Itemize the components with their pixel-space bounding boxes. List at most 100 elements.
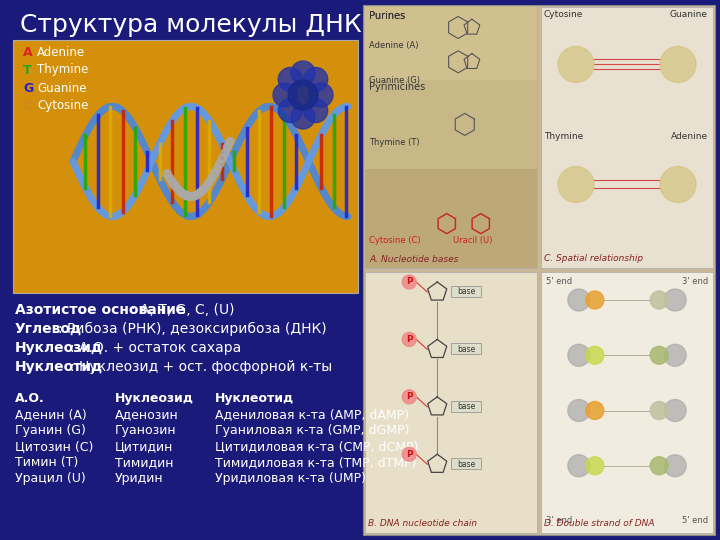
Circle shape bbox=[163, 170, 171, 178]
Text: P: P bbox=[406, 278, 413, 287]
Text: A: A bbox=[23, 45, 32, 58]
Text: Thymine: Thymine bbox=[37, 64, 89, 77]
Text: Азотистое основание: Азотистое основание bbox=[15, 303, 185, 317]
Circle shape bbox=[166, 174, 174, 182]
Circle shape bbox=[210, 170, 218, 178]
Text: Adenine: Adenine bbox=[671, 132, 708, 141]
Circle shape bbox=[660, 166, 696, 202]
Bar bbox=[451, 343, 481, 354]
Circle shape bbox=[184, 192, 192, 200]
Circle shape bbox=[558, 46, 594, 83]
Circle shape bbox=[218, 154, 226, 163]
Text: C: C bbox=[23, 99, 32, 112]
Text: Cytosine (C): Cytosine (C) bbox=[369, 235, 420, 245]
Text: Purines: Purines bbox=[369, 11, 405, 21]
Bar bbox=[451, 458, 481, 469]
Circle shape bbox=[568, 455, 590, 477]
Circle shape bbox=[402, 447, 416, 461]
Bar bbox=[13, 40, 358, 293]
Circle shape bbox=[216, 160, 224, 168]
Text: Тимидин: Тимидин bbox=[115, 456, 174, 469]
Circle shape bbox=[197, 188, 205, 195]
Circle shape bbox=[171, 182, 179, 190]
Circle shape bbox=[208, 174, 216, 182]
Circle shape bbox=[660, 46, 696, 83]
Circle shape bbox=[288, 80, 318, 110]
Text: base: base bbox=[457, 287, 475, 296]
Circle shape bbox=[664, 345, 686, 366]
Text: P: P bbox=[406, 335, 413, 344]
Text: Структура молекулы ДНК: Структура молекулы ДНК bbox=[20, 13, 361, 37]
Circle shape bbox=[558, 166, 594, 202]
Text: Цитидин: Цитидин bbox=[115, 440, 174, 453]
Text: Уридиловая к-та (UMP): Уридиловая к-та (UMP) bbox=[215, 472, 366, 485]
Circle shape bbox=[664, 400, 686, 422]
Text: Guanine: Guanine bbox=[670, 10, 708, 19]
Circle shape bbox=[650, 346, 668, 364]
Circle shape bbox=[664, 289, 686, 311]
Circle shape bbox=[278, 99, 302, 123]
Text: Guanine: Guanine bbox=[37, 82, 86, 94]
Text: Guanine (G): Guanine (G) bbox=[369, 76, 420, 85]
Text: Уридин: Уридин bbox=[115, 472, 163, 485]
Circle shape bbox=[278, 68, 302, 91]
Text: Adenine: Adenine bbox=[37, 45, 85, 58]
Text: Нуклеозид: Нуклеозид bbox=[15, 341, 103, 355]
Text: Цитидиловая к-та (CMP, dCMP): Цитидиловая к-та (CMP, dCMP) bbox=[215, 440, 418, 453]
Text: P: P bbox=[406, 450, 413, 459]
Circle shape bbox=[402, 333, 416, 347]
Text: Тимидиловая к-та (TMP, dTMP): Тимидиловая к-та (TMP, dTMP) bbox=[215, 456, 416, 469]
Text: : A, T, G, C, (U): : A, T, G, C, (U) bbox=[131, 303, 235, 317]
Text: B. DNA nucleotide chain: B. DNA nucleotide chain bbox=[368, 519, 477, 528]
Text: base: base bbox=[457, 402, 475, 411]
Bar bbox=[365, 272, 537, 533]
Bar bbox=[365, 169, 537, 268]
Text: Cytosine: Cytosine bbox=[37, 99, 89, 112]
Text: 5' end: 5' end bbox=[546, 277, 572, 286]
Circle shape bbox=[304, 68, 328, 91]
Text: Аденозин: Аденозин bbox=[115, 408, 179, 421]
Text: Углевод: Углевод bbox=[15, 322, 82, 336]
Circle shape bbox=[291, 105, 315, 129]
Bar bbox=[451, 401, 481, 412]
Text: Адениловая к-та (AMP, dAMP): Адениловая к-та (AMP, dAMP) bbox=[215, 408, 409, 421]
Text: 3' end: 3' end bbox=[682, 277, 708, 286]
Text: : Рибоза (РНК), дезоксирибоза (ДНК): : Рибоза (РНК), дезоксирибоза (ДНК) bbox=[58, 322, 326, 336]
Circle shape bbox=[586, 402, 604, 420]
Text: Thymine (T): Thymine (T) bbox=[369, 138, 420, 147]
Text: 5' end: 5' end bbox=[682, 516, 708, 525]
Bar bbox=[365, 80, 537, 169]
Text: T: T bbox=[23, 64, 32, 77]
Circle shape bbox=[586, 457, 604, 475]
Text: А.О.: А.О. bbox=[15, 392, 45, 405]
Text: Нуклеозид: Нуклеозид bbox=[115, 392, 194, 405]
Circle shape bbox=[309, 83, 333, 107]
Circle shape bbox=[189, 192, 197, 200]
Text: Adenine (A): Adenine (A) bbox=[369, 42, 418, 50]
Text: Аденин (А): Аденин (А) bbox=[15, 408, 86, 421]
Circle shape bbox=[223, 143, 232, 151]
Circle shape bbox=[568, 289, 590, 311]
Circle shape bbox=[402, 390, 416, 404]
Text: Uracil (U): Uracil (U) bbox=[453, 235, 492, 245]
Text: 3' end: 3' end bbox=[546, 516, 572, 525]
Circle shape bbox=[202, 182, 210, 190]
Text: G: G bbox=[23, 82, 33, 94]
Circle shape bbox=[200, 185, 208, 193]
Text: Гуаниловая к-та (GMP, dGMP): Гуаниловая к-та (GMP, dGMP) bbox=[215, 424, 410, 437]
Text: : А.О. + остаток сахара: : А.О. + остаток сахара bbox=[70, 341, 241, 355]
Text: base: base bbox=[457, 460, 475, 469]
Circle shape bbox=[221, 149, 229, 157]
Bar bbox=[451, 286, 481, 297]
Circle shape bbox=[273, 83, 297, 107]
Circle shape bbox=[205, 178, 213, 186]
Circle shape bbox=[194, 190, 203, 198]
Text: Цитозин (С): Цитозин (С) bbox=[15, 440, 94, 453]
Circle shape bbox=[181, 191, 189, 199]
Circle shape bbox=[402, 275, 416, 289]
Circle shape bbox=[179, 190, 187, 198]
Bar bbox=[541, 272, 713, 533]
Bar bbox=[365, 7, 537, 268]
Text: Нуклеотид: Нуклеотид bbox=[15, 360, 103, 374]
Bar bbox=[365, 7, 537, 80]
